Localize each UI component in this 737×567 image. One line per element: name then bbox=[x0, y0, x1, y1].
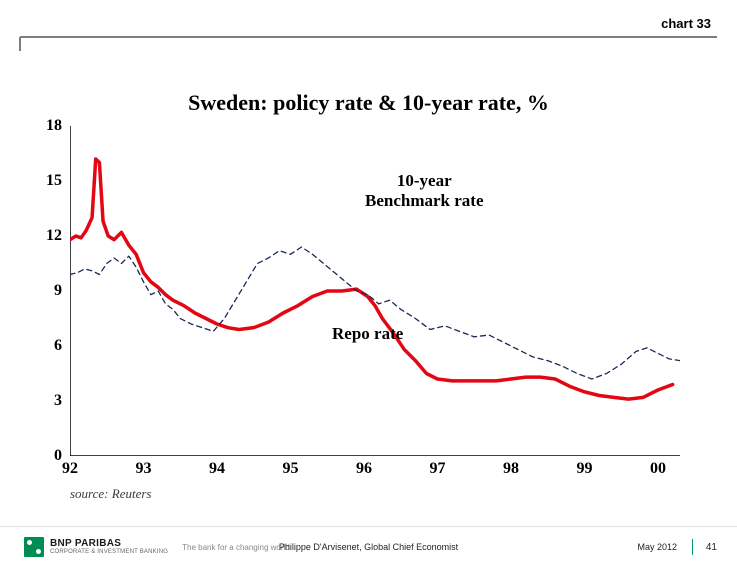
chart-source: source: Reuters bbox=[70, 486, 151, 502]
footer-page-number: 41 bbox=[706, 542, 717, 553]
footer-author: Philippe D'Arvisenet, Global Chief Econo… bbox=[279, 542, 458, 552]
x-tick-label: 99 bbox=[576, 460, 592, 478]
brand-logo: BNP PARIBAS CORPORATE & INVESTMENT BANKI… bbox=[24, 537, 168, 557]
y-tick-label: 0 bbox=[32, 447, 62, 465]
footer-date: May 2012 bbox=[637, 542, 677, 552]
y-tick-label: 9 bbox=[32, 282, 62, 300]
brand-logo-icon bbox=[24, 537, 44, 557]
brand-logo-text-block: BNP PARIBAS CORPORATE & INVESTMENT BANKI… bbox=[50, 539, 168, 555]
x-tick-label: 97 bbox=[429, 460, 445, 478]
y-tick-label: 6 bbox=[32, 337, 62, 355]
brand-name: BNP PARIBAS bbox=[50, 539, 168, 549]
series-benchmark10y bbox=[70, 247, 680, 379]
x-tick-label: 95 bbox=[282, 460, 298, 478]
chart-area: 0369121518929394959697989900Repo rate10-… bbox=[70, 126, 680, 456]
footer-separator bbox=[692, 539, 693, 555]
footer: BNP PARIBAS CORPORATE & INVESTMENT BANKI… bbox=[0, 526, 737, 567]
x-tick-label: 93 bbox=[135, 460, 151, 478]
brand-tagline: The bank for a changing world bbox=[182, 543, 290, 552]
brand-subline: CORPORATE & INVESTMENT BANKING bbox=[50, 549, 168, 555]
y-tick-label: 18 bbox=[32, 117, 62, 135]
chart-title: Sweden: policy rate & 10-year rate, % bbox=[0, 90, 737, 116]
x-tick-label: 98 bbox=[503, 460, 519, 478]
header-rule bbox=[20, 36, 717, 38]
y-tick-label: 12 bbox=[32, 227, 62, 245]
series-label-repo: Repo rate bbox=[332, 324, 403, 344]
chart-number-label: chart 33 bbox=[661, 16, 711, 31]
x-tick-label: 94 bbox=[209, 460, 225, 478]
y-tick-label: 3 bbox=[32, 392, 62, 410]
x-tick-label: 96 bbox=[356, 460, 372, 478]
y-tick-label: 15 bbox=[32, 172, 62, 190]
x-tick-label: 92 bbox=[62, 460, 78, 478]
x-tick-label: 00 bbox=[650, 460, 666, 478]
series-label-benchmark10y: 10-yearBenchmark rate bbox=[365, 171, 484, 211]
